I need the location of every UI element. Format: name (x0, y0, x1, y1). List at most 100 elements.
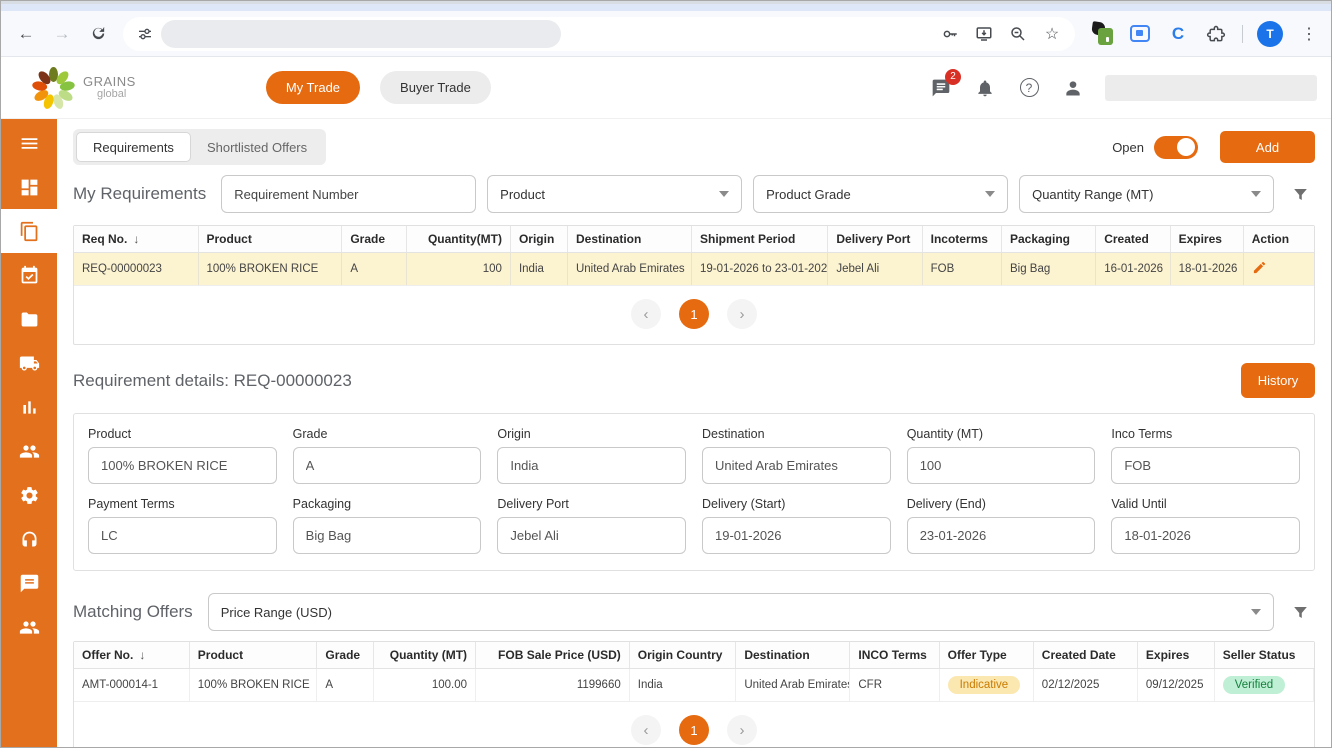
col-offer-no[interactable]: Offer No. ↓ (74, 642, 190, 669)
current-page-button[interactable]: 1 (679, 299, 709, 329)
field-origin-value[interactable] (497, 447, 687, 484)
cell-delivery-port: Jebel Ali (827, 252, 923, 286)
cell-created: 16-01-2026 (1095, 252, 1171, 286)
sidebar-item-requirements[interactable] (1, 209, 57, 253)
quantity-range-select[interactable]: Quantity Range (MT) (1019, 175, 1275, 213)
product-grade-select[interactable]: Product Grade (753, 175, 1009, 213)
col-fob-price[interactable]: FOB Sale Price (USD) (475, 642, 630, 669)
field-packaging-value[interactable] (292, 517, 482, 554)
col-grade[interactable]: Grade (341, 226, 407, 253)
prev-page-button[interactable]: ‹ (631, 299, 661, 329)
sidebar-item-messages[interactable] (1, 561, 57, 605)
sidebar-item-users[interactable] (1, 429, 57, 473)
field-delivery-port-value[interactable] (497, 517, 687, 554)
field-valid-until-value[interactable] (1111, 517, 1301, 554)
sidebar-item-support[interactable] (1, 517, 57, 561)
col-created[interactable]: Created (1095, 226, 1171, 253)
col-packaging[interactable]: Packaging (1001, 226, 1097, 253)
requirement-details-form: Product Grade Origin Destination Quantit… (73, 413, 1315, 571)
profile-person-icon[interactable] (1061, 76, 1085, 100)
extensions-puzzle-icon[interactable] (1204, 22, 1228, 46)
tab-requirements[interactable]: Requirements (76, 132, 191, 162)
address-bar[interactable]: ☆ (123, 16, 1075, 51)
col-shipment-period[interactable]: Shipment Period (691, 226, 829, 253)
bookmark-star-icon[interactable]: ☆ (1044, 25, 1060, 43)
tab-shortlisted-offers[interactable]: Shortlisted Offers (191, 132, 323, 162)
col-quantity[interactable]: Quantity(MT) (406, 226, 511, 253)
zoom-out-icon[interactable] (1005, 21, 1031, 47)
edit-pencil-icon[interactable] (1252, 260, 1267, 275)
forward-button[interactable]: → (53, 23, 71, 43)
field-quantity-value[interactable] (906, 447, 1096, 484)
col-product[interactable]: Product (189, 642, 318, 669)
sidebar-item-calendar[interactable] (1, 253, 57, 297)
col-quantity[interactable]: Quantity (MT) (373, 642, 477, 669)
sidebar-item-contacts[interactable] (1, 605, 57, 649)
browser-menu-icon[interactable]: ⋮ (1301, 25, 1317, 43)
history-button[interactable]: History (1241, 363, 1315, 398)
sidebar-item-logistics[interactable] (1, 341, 57, 385)
col-destination[interactable]: Destination (735, 642, 851, 669)
sidebar-item-dashboard[interactable] (1, 165, 57, 209)
back-button[interactable]: ← (17, 23, 35, 43)
col-origin[interactable]: Origin (510, 226, 568, 253)
notifications-bell-icon[interactable] (973, 76, 997, 100)
field-inco-terms-value[interactable] (1111, 447, 1301, 484)
col-product[interactable]: Product (198, 226, 343, 253)
col-req-no[interactable]: Req No. ↓ (74, 226, 199, 253)
browser-profile-avatar[interactable]: T (1257, 20, 1283, 47)
col-grade[interactable]: Grade (316, 642, 375, 669)
buyer-trade-button[interactable]: Buyer Trade (380, 71, 491, 104)
picture-in-picture-extension-icon[interactable] (1128, 22, 1152, 46)
add-button[interactable]: Add (1220, 131, 1315, 163)
next-page-button[interactable]: › (727, 715, 757, 745)
col-expires[interactable]: Expires (1137, 642, 1215, 669)
reload-button[interactable] (83, 19, 113, 49)
col-destination[interactable]: Destination (567, 226, 692, 253)
open-toggle[interactable] (1154, 135, 1198, 159)
requirements-filter-icon[interactable] (1285, 185, 1315, 204)
col-seller-status[interactable]: Seller Status (1214, 642, 1314, 669)
color-picker-extension-icon[interactable] (1090, 20, 1114, 46)
col-created-date[interactable]: Created Date (1033, 642, 1138, 669)
help-icon[interactable]: ? (1017, 76, 1041, 100)
field-delivery-start-value[interactable] (702, 517, 891, 554)
main-area: Requirements Shortlisted Offers Open Add… (1, 119, 1331, 747)
install-app-icon[interactable] (971, 21, 997, 47)
next-page-button[interactable]: › (727, 299, 757, 329)
col-origin-country[interactable]: Origin Country (629, 642, 737, 669)
site-settings-icon[interactable] (133, 22, 157, 46)
cell-product: 100% BROKEN RICE (198, 252, 343, 286)
col-inco-terms[interactable]: INCO Terms (849, 642, 940, 669)
sort-desc-icon: ↓ (133, 232, 140, 246)
prev-page-button[interactable]: ‹ (631, 715, 661, 745)
password-key-icon[interactable] (937, 21, 963, 47)
sidebar-item-analytics[interactable] (1, 385, 57, 429)
col-expires[interactable]: Expires (1170, 226, 1244, 253)
sidebar-item-settings[interactable] (1, 473, 57, 517)
col-delivery-port[interactable]: Delivery Port (827, 226, 923, 253)
extensions-area: C T ⋮ (1075, 20, 1321, 47)
messages-icon[interactable]: 2 (929, 68, 961, 100)
field-delivery-end-value[interactable] (906, 517, 1096, 554)
product-select[interactable]: Product (487, 175, 743, 213)
my-trade-button[interactable]: My Trade (265, 71, 361, 104)
field-product-value[interactable] (88, 447, 277, 484)
offer-row[interactable]: AMT-000014-1 100% BROKEN RICE A 100.00 1… (74, 668, 1315, 702)
field-grade-value[interactable] (292, 447, 482, 484)
sidebar-item-menu[interactable] (1, 121, 57, 165)
col-incoterms[interactable]: Incoterms (922, 226, 1002, 253)
col-offer-type[interactable]: Offer Type (939, 642, 1034, 669)
c-extension-icon[interactable]: C (1171, 23, 1185, 43)
requirement-number-input[interactable] (221, 175, 477, 213)
offers-filter-icon[interactable] (1285, 603, 1315, 622)
sidebar-item-folders[interactable] (1, 297, 57, 341)
url-input[interactable] (161, 19, 561, 48)
requirement-row[interactable]: REQ-00000023 100% BROKEN RICE A 100 Indi… (74, 252, 1314, 286)
current-page-button[interactable]: 1 (679, 715, 709, 745)
field-payment-terms-value[interactable] (88, 517, 277, 554)
price-range-select[interactable]: Price Range (USD) (207, 593, 1274, 631)
header-nav: My Trade Buyer Trade (265, 71, 491, 104)
field-destination-value[interactable] (702, 447, 891, 484)
